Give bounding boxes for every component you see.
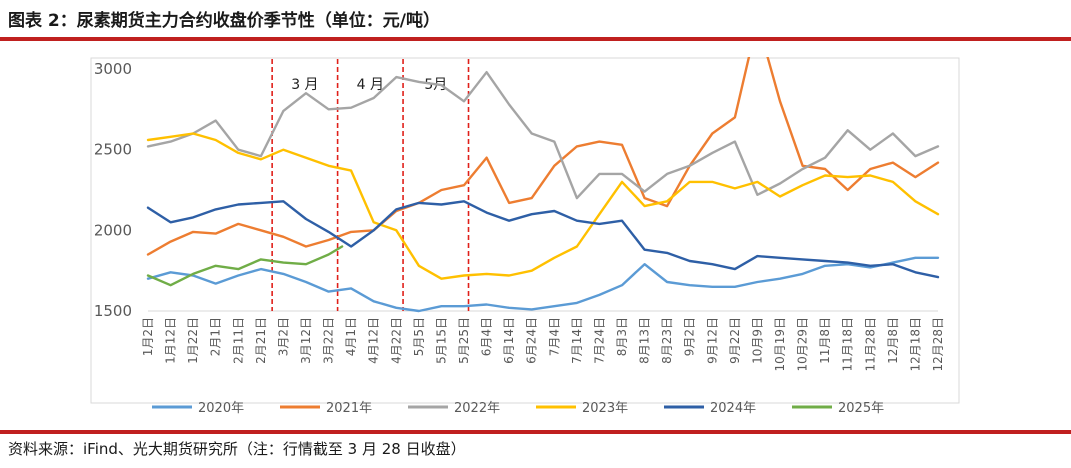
x-tick-label: 1月22日 [186,317,200,364]
x-tick-label: 11月18日 [841,317,855,372]
source-note: 资料来源：iFind、光大期货研究所（注：行情截至 3 月 28 日收盘） [8,440,466,458]
series-line [146,245,344,287]
x-tick-label: 3月22日 [322,317,336,364]
x-tick-label: 9月22日 [728,317,742,364]
legend-label: 2021年 [326,401,372,416]
legend-label: 2024年 [710,401,756,416]
chart-svg: 1500 2000 2500 3000 1月2日 1月12日 1月22日 2月1日 2月11日 2… [90,19,960,416]
x-tick-label: 10月9日 [750,317,764,364]
legend-label: 2023年 [582,401,628,416]
x-tick-label: 12月8日 [886,317,900,364]
x-tick-label: 4月1日 [344,317,358,356]
x-tick-label: 5月15日 [434,317,448,364]
month-marker-label: 3 月 [291,77,318,93]
x-tick-label: 6月4日 [480,317,494,356]
title-rule [0,37,1071,41]
x-tick-label: 6月14日 [502,317,516,364]
legend-label: 2022年 [454,401,500,416]
x-tick-label: 4月22日 [389,317,403,364]
x-tick-label: 4月12日 [367,317,381,364]
x-tick-label: 2月21日 [254,317,268,364]
x-tick-label: 2月1日 [209,317,223,356]
bottom-rule [0,430,1071,434]
x-tick-label: 8月13日 [638,317,652,364]
x-tick-label: 9月2日 [683,317,697,356]
x-tick-label: 11月8日 [818,317,832,364]
x-tick-label: 1月2日 [141,317,155,356]
chart-title: 图表 2：尿素期货主力合约收盘价季节性（单位：元/吨） [8,11,440,31]
y-tick-label: 2500 [94,141,132,159]
x-tick-label: 10月19日 [773,317,787,372]
x-tick-label: 3月12日 [299,317,313,364]
x-tick-label: 8月23日 [660,317,674,364]
month-marker-label: 4 月 [357,77,384,93]
x-tick-label: 9月12日 [705,317,719,364]
y-tick-label: 3000 [94,60,132,78]
x-tick-label: 7月4日 [547,317,561,356]
x-tick-label: 8月3日 [615,317,629,356]
x-tick-label: 1月12日 [164,317,178,364]
series-line [146,132,940,280]
x-tick-label: 12月28日 [931,317,945,372]
y-tick-label: 2000 [94,221,132,239]
series-line [146,256,940,313]
series-line [146,200,940,279]
y-tick-label: 1500 [94,302,132,320]
x-tick-label: 12月18日 [908,317,922,372]
x-tick-label: 7月14日 [570,317,584,364]
series-line [146,71,940,200]
x-tick-label: 10月29日 [796,317,810,372]
x-tick-label: 5月5日 [412,317,426,356]
x-tick-label: 3月2日 [276,317,290,356]
x-tick-label: 7月24日 [592,317,606,364]
plot-frame [90,57,960,404]
x-tick-label: 2月11日 [231,317,245,364]
legend-label: 2025年 [838,401,884,416]
x-tick-label: 6月24日 [525,317,539,364]
x-tick-label: 5月25日 [457,317,471,364]
x-tick-label: 11月28日 [863,317,877,372]
legend-label: 2020年 [198,401,244,416]
chart-area: 1500 2000 2500 3000 1月2日 1月12日 1月22日 2月1日 2月11日 2… [90,19,970,427]
